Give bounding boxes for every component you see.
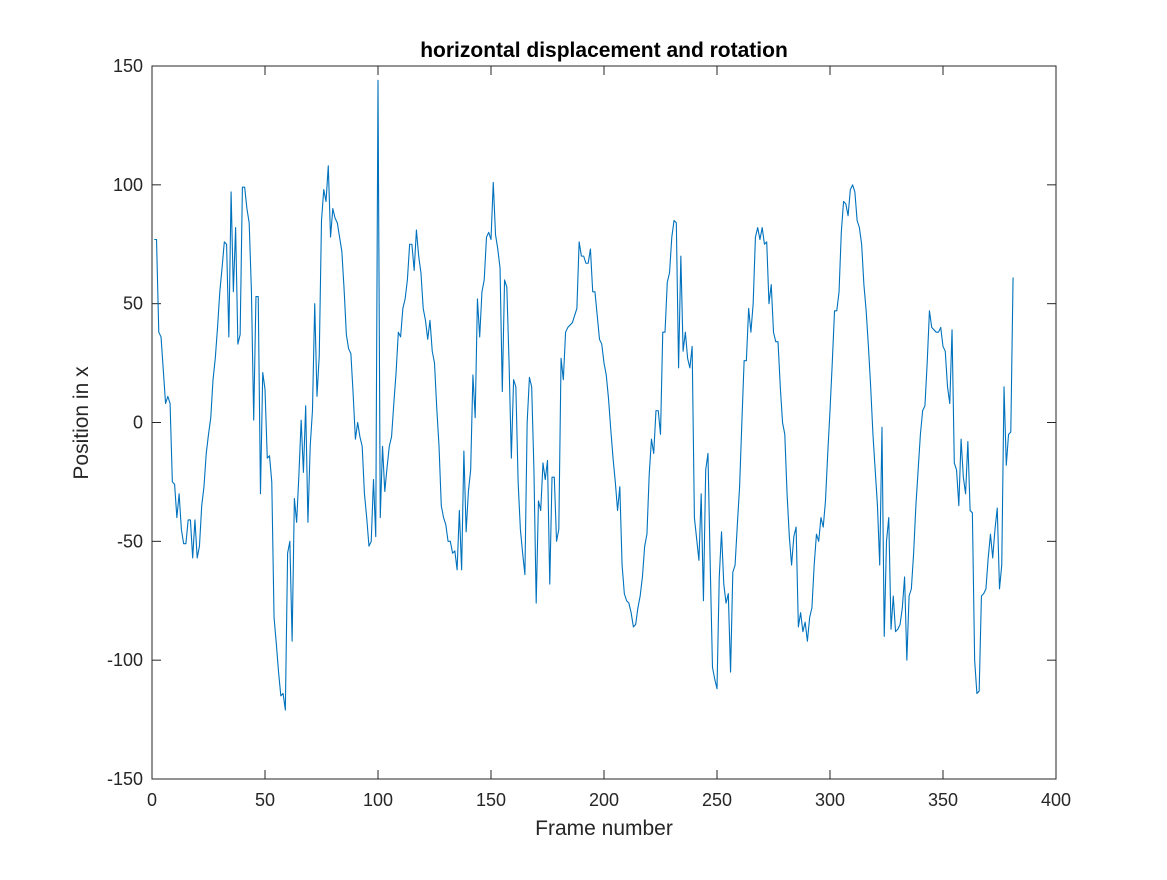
x-tick-label-0: 0 — [147, 790, 157, 810]
y-tick-label-5: 100 — [113, 175, 143, 195]
x-tick-label-3: 150 — [476, 790, 506, 810]
y-tick-label-0: -150 — [107, 769, 143, 789]
x-tick-label-4: 200 — [589, 790, 619, 810]
series-line — [154, 79, 1014, 711]
y-axis-label: Position in x — [70, 366, 93, 480]
x-axis-label: Frame number — [535, 817, 673, 840]
x-tick-label-8: 400 — [1041, 790, 1071, 810]
y-tick-label-6: 150 — [113, 56, 143, 76]
tick-labels: 0 50 100 150 200 250 300 350 400 -150 -100 -50 0 50 10… — [107, 56, 1071, 810]
x-tick-label-6: 300 — [815, 790, 845, 810]
y-tick-label-1: -100 — [107, 650, 143, 670]
x-tick-label-7: 350 — [928, 790, 958, 810]
y-tick-label-2: -50 — [117, 531, 143, 551]
chart-title: horizontal displacement and rotation — [420, 39, 788, 62]
plot-background — [152, 66, 1056, 779]
plot-box — [151, 65, 1057, 780]
x-tick-label-2: 100 — [363, 790, 393, 810]
y-tick-label-4: 50 — [123, 294, 143, 314]
y-tick-label-3: 0 — [133, 413, 143, 433]
x-tick-label-1: 50 — [255, 790, 275, 810]
x-tick-label-5: 250 — [702, 790, 732, 810]
